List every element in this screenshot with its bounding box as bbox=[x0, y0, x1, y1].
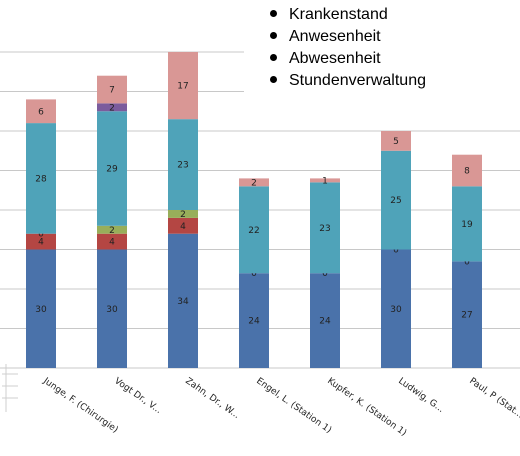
legend: Krankenstand Anwesenheit Abwesenheit Stu… bbox=[270, 4, 426, 92]
bar-segment bbox=[26, 99, 56, 124]
bullet-icon bbox=[270, 32, 277, 40]
bar-segment bbox=[381, 131, 411, 151]
bar-segment bbox=[97, 75, 127, 104]
data-label: 0 bbox=[464, 257, 470, 267]
data-label: 0 bbox=[251, 269, 257, 279]
legend-label: Anwesenheit bbox=[289, 28, 381, 45]
data-label: 30 bbox=[106, 305, 118, 315]
x-tick-label: Engel, L. (Station 1) bbox=[254, 376, 333, 435]
data-label: 24 bbox=[319, 317, 331, 327]
bar-segment bbox=[310, 178, 340, 183]
data-label: 0 bbox=[393, 246, 399, 256]
data-label: 28 bbox=[35, 174, 47, 184]
data-label: 0 bbox=[38, 230, 44, 240]
data-label: 6 bbox=[38, 107, 44, 117]
bar-segment bbox=[239, 178, 269, 187]
data-label: 2 bbox=[251, 178, 257, 188]
data-label: 2 bbox=[109, 226, 115, 236]
bar-segment bbox=[452, 186, 482, 262]
data-label: 17 bbox=[177, 82, 188, 92]
bars: 3040286304229273442231724022224023130025… bbox=[26, 52, 482, 368]
bar-segment bbox=[239, 186, 269, 274]
axis-corner-marker bbox=[2, 364, 18, 412]
data-label: 22 bbox=[248, 226, 259, 236]
bar-segment bbox=[168, 217, 198, 234]
data-label: 0 bbox=[322, 269, 328, 279]
bar-segment bbox=[97, 111, 127, 226]
x-tick-label: Junge, F. (Chirurgie) bbox=[40, 376, 119, 436]
data-label: 7 bbox=[109, 86, 115, 96]
bar-segment bbox=[97, 225, 127, 234]
bar-segment bbox=[168, 210, 198, 218]
bar-segment bbox=[168, 233, 198, 368]
x-tick-label: Ludwig, G... bbox=[396, 376, 445, 415]
legend-label: Stundenverwaltung bbox=[289, 72, 426, 89]
bullet-icon bbox=[270, 76, 277, 84]
data-label: 4 bbox=[109, 238, 115, 248]
legend-label: Krankenstand bbox=[289, 6, 388, 23]
bar-segment bbox=[26, 249, 56, 368]
data-label: 29 bbox=[106, 165, 118, 175]
bar-segment bbox=[381, 150, 411, 250]
x-tick-label: Vogt Dr., V... bbox=[112, 376, 163, 416]
data-label: 4 bbox=[38, 238, 44, 248]
data-label: 2 bbox=[109, 103, 115, 113]
data-label: 23 bbox=[177, 161, 188, 171]
x-tick-label: Paul, P (Stat... bbox=[467, 376, 520, 420]
data-label: 27 bbox=[461, 311, 472, 321]
data-label: 2 bbox=[180, 210, 186, 220]
legend-item: Stundenverwaltung bbox=[270, 70, 426, 92]
bar-segment bbox=[97, 103, 127, 112]
data-label: 24 bbox=[248, 317, 260, 327]
data-label: 30 bbox=[35, 305, 47, 315]
data-label: 1 bbox=[322, 176, 328, 186]
bar-segment bbox=[452, 154, 482, 187]
legend-item: Krankenstand bbox=[270, 4, 426, 26]
bullet-icon bbox=[270, 54, 277, 62]
legend-label: Abwesenheit bbox=[289, 50, 381, 67]
bar-segment bbox=[239, 273, 269, 368]
x-tick-labels: Junge, F. (Chirurgie)Vogt Dr., V... Zahn,… bbox=[40, 376, 520, 439]
bar-segment bbox=[168, 119, 198, 210]
x-tick-label: Zahn, Dr., W... bbox=[183, 376, 241, 421]
legend-item: Anwesenheit bbox=[270, 26, 426, 48]
bar-segment bbox=[310, 273, 340, 368]
bar-segment bbox=[26, 233, 56, 250]
x-tick-label: Kupfer, K. (Station 1) bbox=[325, 376, 408, 438]
data-label: 5 bbox=[393, 137, 399, 147]
bullet-icon bbox=[270, 10, 277, 18]
bar-segment bbox=[97, 249, 127, 368]
bar-segment bbox=[26, 123, 56, 234]
legend-item: Abwesenheit bbox=[270, 48, 426, 70]
bar-segment bbox=[168, 52, 198, 120]
data-label: 34 bbox=[177, 297, 189, 307]
bar-segment bbox=[310, 182, 340, 274]
data-label: 8 bbox=[464, 167, 470, 177]
data-label: 25 bbox=[390, 196, 401, 206]
bar-segment bbox=[381, 249, 411, 368]
data-label: 4 bbox=[180, 222, 186, 232]
bar-segment bbox=[97, 233, 127, 250]
data-label: 30 bbox=[390, 305, 402, 315]
bar-segment bbox=[452, 261, 482, 368]
data-label: 19 bbox=[461, 220, 473, 230]
data-label: 23 bbox=[319, 224, 330, 234]
